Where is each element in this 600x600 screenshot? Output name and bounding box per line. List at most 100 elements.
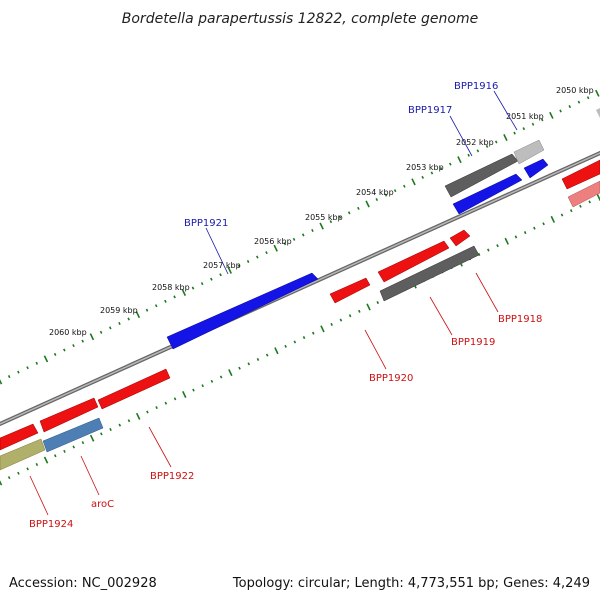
minor-tick [72,344,75,348]
forward-genes [166,108,600,350]
minor-tick [384,193,388,197]
minor-tick [81,441,85,445]
gene-bpp1918[interactable] [377,240,450,283]
minor-tick [200,282,204,286]
minor-tick [339,318,343,322]
minor-tick [293,340,297,344]
kbp-label: 2060 kbp [49,328,87,337]
gene-label-bpp1918: BPP1918 [498,314,542,325]
major-tick [228,369,233,377]
minor-tick [265,353,269,357]
minor-tick [219,375,223,379]
minor-tick [118,423,122,427]
minor-tick [421,175,425,179]
minor-tick [7,476,11,480]
minor-tick [311,228,314,233]
minor-tick [531,122,535,126]
major-tick [319,222,324,230]
minor-tick [393,189,397,193]
minor-tick [283,242,287,246]
genome-backbone [0,150,600,427]
gene-bpp1921[interactable] [166,272,319,350]
map-title: Bordetella parapertussis 12822, complete… [122,11,478,27]
kbp-label: 2057 kbp [203,261,241,270]
major-tick [320,325,325,333]
kbp-label: 2058 kbp [152,283,190,292]
minor-tick [127,317,130,321]
gene-bpp1924[interactable] [0,438,46,471]
minor-tick [154,304,158,308]
minor-tick [559,109,562,113]
minor-tick [347,211,351,215]
minor-tick [265,251,268,255]
gene-bpp1917[interactable] [452,173,523,215]
minor-tick [173,295,176,299]
minor-tick [108,326,112,330]
minor-tick [284,344,287,348]
major-tick [549,111,554,119]
minor-tick [523,231,527,235]
kbp-label: 2053 kbp [406,163,444,172]
minor-tick [430,171,434,175]
kbp-label: 2059 kbp [100,306,138,315]
minor-tick [301,233,305,237]
major-tick [182,390,187,398]
accession-text: Accession: NC_002928 [9,576,157,591]
minor-tick [155,406,158,410]
major-tick [457,156,462,164]
minor-tick [7,375,11,379]
gene-bpp1916[interactable] [523,158,549,179]
gene-bpp1916-grey[interactable] [513,139,545,165]
kbp-label: 2055 kbp [305,213,343,222]
minor-tick [403,184,406,188]
major-tick [365,200,370,208]
major-tick [366,303,371,311]
minor-tick [302,336,306,340]
minor-tick [146,410,149,414]
minor-tick [358,309,361,313]
gene-red-mid[interactable] [39,397,99,433]
major-tick [89,333,95,341]
minor-tick [99,330,103,334]
minor-tick [35,361,39,365]
major-tick [503,134,508,142]
minor-tick [191,286,195,290]
gene-bpp1919[interactable] [379,245,480,302]
minor-tick [330,322,333,326]
minor-tick [496,244,499,248]
gene-right-grey[interactable] [596,108,600,118]
gene-label-aroc: aroC [91,499,114,510]
kbp-scale: 2050 kbp 2051 kbp 2052 kbp 2053 kbp 2054… [49,86,594,337]
gene-label-bpp1922: BPP1922 [150,471,194,482]
gene-red-left[interactable] [0,423,39,451]
gene-label-bpp1916: BPP1916 [454,81,498,92]
gene-label-bpp1920: BPP1920 [369,373,413,384]
minor-tick [17,370,20,374]
reverse-genes [0,159,600,471]
gene-red-small[interactable] [449,229,471,247]
gene-bpp1920[interactable] [329,277,371,304]
major-tick [550,215,556,223]
minor-tick [577,100,581,104]
minor-tick [219,273,222,277]
minor-tick [375,198,379,202]
gene-pink-right[interactable] [567,180,600,208]
minor-tick [467,153,470,157]
gene-aroc[interactable] [42,417,104,453]
minor-tick [145,308,149,312]
minor-tick [53,352,57,356]
minor-tick [72,445,75,449]
gene-label-bpp1924: BPP1924 [29,519,73,530]
minor-tick [586,96,590,100]
gene-bpp1922[interactable] [97,368,171,410]
major-tick [89,434,95,442]
major-tick [135,412,141,420]
minor-tick [569,209,573,213]
minor-tick [63,449,66,453]
major-tick [504,237,509,245]
minor-tick [439,167,443,171]
gene-red-right-1[interactable] [561,159,600,190]
kbp-label: 2056 kbp [254,237,292,246]
minor-tick [118,321,121,325]
